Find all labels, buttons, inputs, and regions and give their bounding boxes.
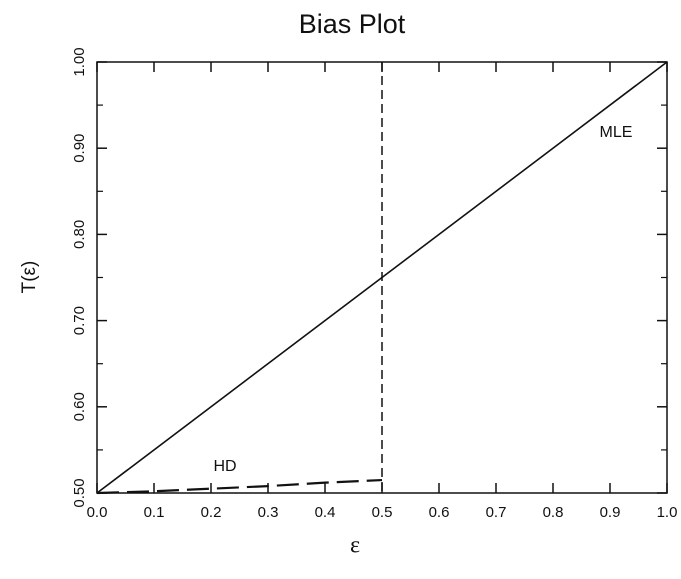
x-tick-label: 0.5 — [372, 504, 393, 521]
x-tick-label: 0.6 — [429, 504, 450, 521]
y-tick-label: 0.50 — [71, 478, 88, 507]
series-line — [96, 61, 668, 494]
y-tick-label: 0.70 — [71, 306, 88, 335]
x-tick-label: 0.7 — [486, 504, 507, 521]
y-tick-label: 0.60 — [71, 392, 88, 421]
x-tick-label: 0.2 — [201, 504, 222, 521]
x-tick-label: 1.0 — [657, 504, 678, 521]
y-tick-label: 0.80 — [71, 220, 88, 249]
series-line — [96, 478, 383, 495]
x-tick-label: 0.3 — [258, 504, 279, 521]
y-axis-label: T(ε) — [19, 261, 40, 294]
x-axis-label: ε — [350, 533, 360, 559]
x-tick-label: 0.1 — [144, 504, 165, 521]
chart-title: Bias Plot — [299, 9, 406, 39]
x-tick-label: 0.8 — [543, 504, 564, 521]
y-tick-label: 0.90 — [71, 134, 88, 163]
x-tick-label: 0.4 — [315, 504, 336, 521]
y-tick-label: 1.00 — [71, 47, 88, 76]
series-label: MLE — [600, 124, 633, 141]
x-tick-label: 0.9 — [600, 504, 621, 521]
series-label: HD — [213, 458, 236, 475]
x-tick-label: 0.0 — [87, 504, 108, 521]
